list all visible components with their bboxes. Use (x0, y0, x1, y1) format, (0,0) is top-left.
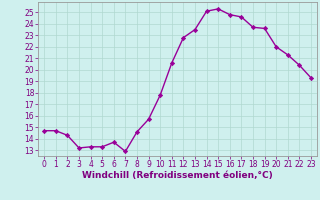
X-axis label: Windchill (Refroidissement éolien,°C): Windchill (Refroidissement éolien,°C) (82, 171, 273, 180)
